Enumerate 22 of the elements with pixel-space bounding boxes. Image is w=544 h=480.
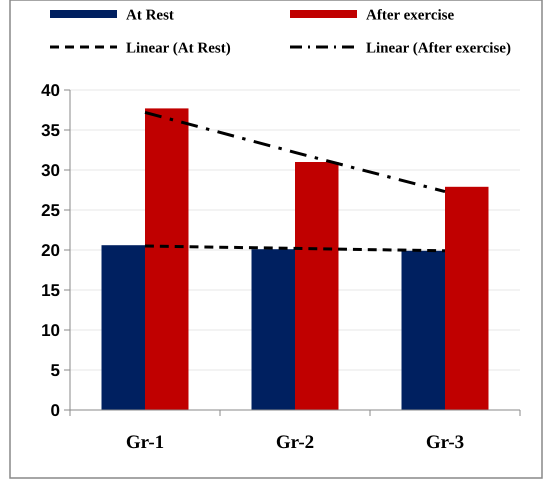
legend-label: At Rest: [126, 7, 174, 24]
x-tick-label: Gr-2: [276, 432, 314, 453]
bar: [252, 249, 295, 410]
x-tick-label: Gr-3: [426, 432, 464, 453]
bar: [445, 186, 488, 410]
y-tick-label: 10: [41, 320, 60, 340]
legend-label: Linear (After exercise): [366, 40, 511, 56]
bar: [295, 162, 338, 410]
y-tick-label: 25: [41, 200, 60, 220]
y-tick-label: 15: [41, 280, 60, 300]
y-tick-label: 40: [41, 80, 60, 100]
x-tick-label: Gr-1: [126, 432, 164, 453]
legend-label: After exercise: [366, 7, 454, 24]
y-tick-label: 30: [41, 160, 60, 180]
legend-label: Linear (At Rest): [126, 40, 231, 56]
y-tick-label: 35: [41, 120, 60, 140]
y-tick-label: 5: [50, 360, 60, 380]
bar: [102, 245, 145, 410]
bar: [145, 108, 188, 410]
y-tick-label: 20: [41, 240, 60, 260]
bar: [402, 250, 445, 410]
y-tick-label: 0: [50, 400, 60, 420]
